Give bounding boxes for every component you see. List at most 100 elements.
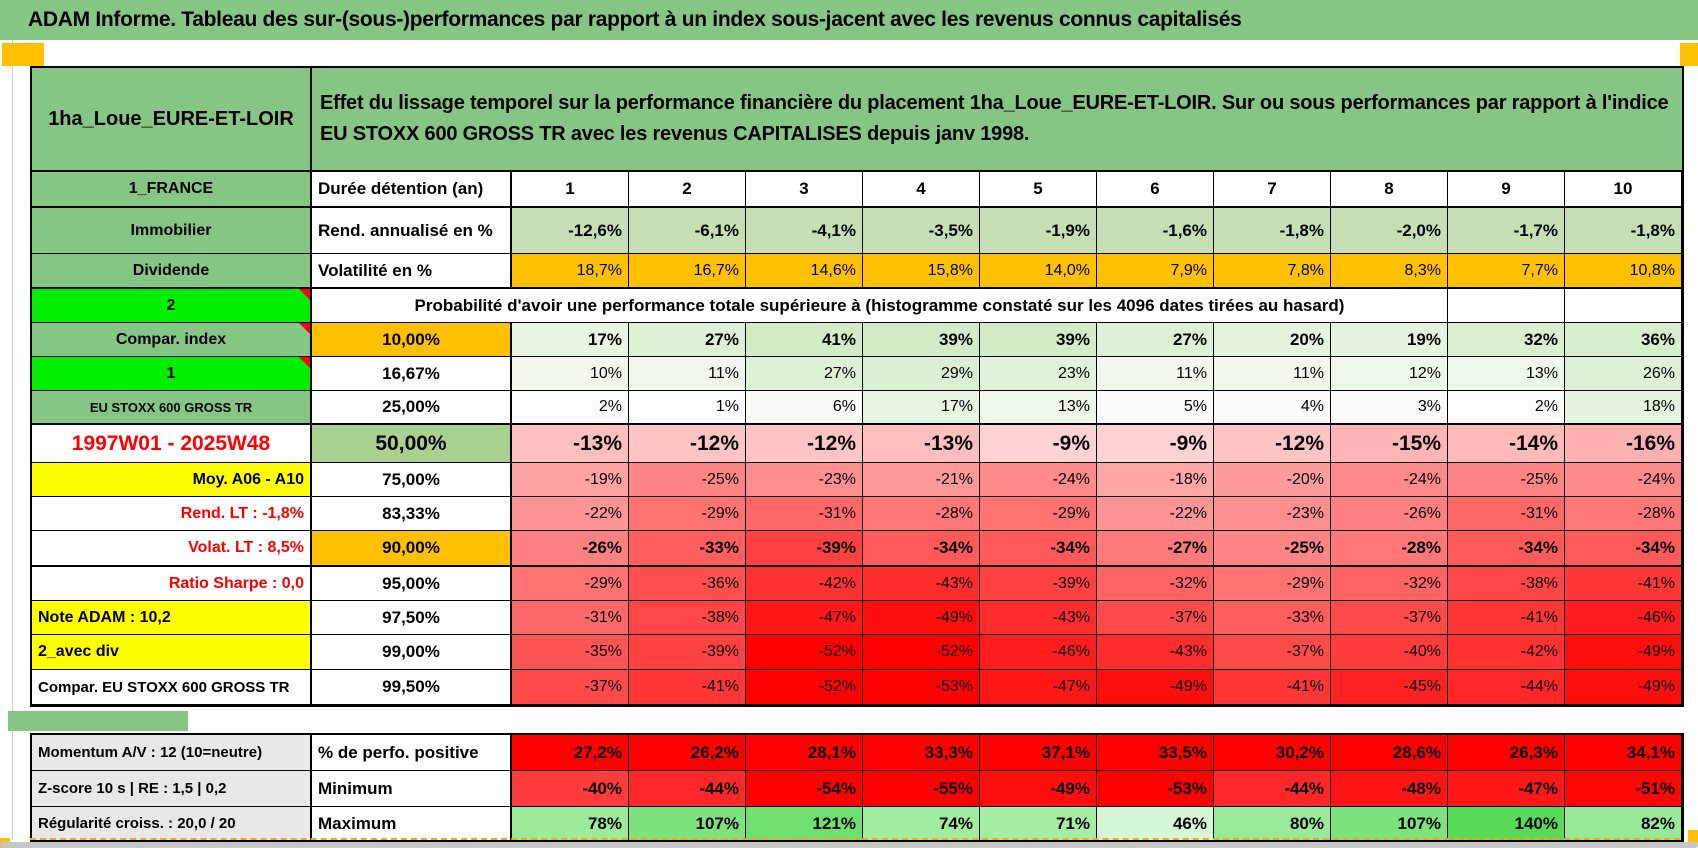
value-cell[interactable]: -15% [1331,425,1448,463]
value-cell[interactable]: 80% [1214,807,1331,841]
value-cell[interactable]: -41% [1448,601,1565,635]
value-cell[interactable]: -38% [629,601,746,635]
value-cell[interactable]: 13% [980,391,1097,425]
row-label-cell[interactable]: 2 [32,289,312,323]
value-cell[interactable]: 26,2% [629,735,746,771]
value-cell[interactable]: 1 [512,172,629,208]
value-cell[interactable]: -9% [980,425,1097,463]
row-label-cell[interactable]: 2_avec div [32,635,312,670]
value-cell[interactable]: 107% [629,807,746,841]
value-cell[interactable]: 2% [1448,391,1565,425]
value-cell[interactable]: -36% [629,567,746,601]
row-label-cell[interactable]: EU STOXX 600 GROSS TR [32,391,312,425]
value-cell[interactable]: -53% [863,670,980,705]
row-label-cell[interactable]: 1997W01 - 2025W48 [32,425,312,463]
value-cell[interactable]: 13% [1448,357,1565,391]
value-cell[interactable]: 34,1% [1565,735,1682,771]
row-label-cell[interactable]: Immobilier [32,208,312,254]
placement-name-cell[interactable]: 1ha_Loue_EURE-ET-LOIR [32,68,312,172]
value-cell[interactable]: -1,9% [980,208,1097,254]
value-cell[interactable]: -39% [629,635,746,670]
row-label-cell[interactable]: 1 [32,357,312,391]
value-cell[interactable]: 71% [980,807,1097,841]
value-cell[interactable]: 20% [1214,323,1331,357]
value-cell[interactable]: -35% [512,635,629,670]
value-cell[interactable]: 82% [1565,807,1682,841]
value-cell[interactable]: 15,8% [863,254,980,289]
value-cell[interactable]: -26% [1331,497,1448,531]
value-cell[interactable]: 2% [512,391,629,425]
placement-description-cell[interactable]: Effet du lissage temporel sur la perform… [312,68,1682,172]
value-cell[interactable]: 9 [1448,172,1565,208]
value-cell[interactable]: -34% [863,531,980,567]
sheet-title-cell[interactable]: ADAM Informe. Tableau des sur-(sous-)per… [0,0,1698,40]
value-cell[interactable]: -42% [1448,635,1565,670]
row-label-cell[interactable]: Régularité croiss. : 20,0 / 20 [32,807,312,841]
probability-banner-cell[interactable]: Probabilité d'avoir une performance tota… [312,289,1448,323]
row-label-cell[interactable]: Ratio Sharpe : 0,0 [32,567,312,601]
value-cell[interactable]: 78% [512,807,629,841]
row-header-cell[interactable]: Rend. annualisé en % [312,208,512,254]
value-cell[interactable]: -34% [1565,531,1682,567]
value-cell[interactable]: 4 [863,172,980,208]
row-label-cell[interactable]: 1_FRANCE [32,172,312,208]
value-cell[interactable]: -52% [746,635,863,670]
row-label-cell[interactable]: Note ADAM : 10,2 [32,601,312,635]
value-cell[interactable]: -1,6% [1097,208,1214,254]
value-cell[interactable]: -25% [1448,463,1565,497]
value-cell[interactable]: 28,1% [746,735,863,771]
value-cell[interactable]: -42% [746,567,863,601]
value-cell[interactable]: 39% [980,323,1097,357]
value-cell[interactable]: 16,7% [629,254,746,289]
row-header-cell[interactable]: 95,00% [312,567,512,601]
row-header-cell[interactable]: 50,00% [312,425,512,463]
value-cell[interactable]: -34% [1448,531,1565,567]
value-cell[interactable]: -28% [863,497,980,531]
value-cell[interactable]: -29% [980,497,1097,531]
value-cell[interactable]: 32% [1448,323,1565,357]
value-cell[interactable]: 6 [1097,172,1214,208]
value-cell[interactable]: 27,2% [512,735,629,771]
value-cell[interactable]: -28% [1565,497,1682,531]
value-cell[interactable]: -18% [1097,463,1214,497]
value-cell[interactable]: 17% [512,323,629,357]
value-cell[interactable]: -13% [512,425,629,463]
value-cell[interactable]: -1,8% [1214,208,1331,254]
value-cell[interactable]: -4,1% [746,208,863,254]
value-cell[interactable]: -12% [629,425,746,463]
value-cell[interactable]: 29% [863,357,980,391]
value-cell[interactable]: 7 [1214,172,1331,208]
value-cell[interactable]: -31% [1448,497,1565,531]
empty-cell[interactable] [1448,289,1565,323]
value-cell[interactable]: 33,3% [863,735,980,771]
row-label-cell[interactable]: Momentum A/V : 12 (10=neutre) [32,735,312,771]
value-cell[interactable]: -49% [863,601,980,635]
value-cell[interactable]: -6,1% [629,208,746,254]
value-cell[interactable]: 3 [746,172,863,208]
value-cell[interactable]: -16% [1565,425,1682,463]
empty-cell[interactable] [1565,289,1682,323]
value-cell[interactable]: -41% [1565,567,1682,601]
value-cell[interactable]: 107% [1331,807,1448,841]
row-header-cell[interactable]: 97,50% [312,601,512,635]
value-cell[interactable]: -22% [1097,497,1214,531]
value-cell[interactable]: -49% [1565,670,1682,705]
value-cell[interactable]: 30,2% [1214,735,1331,771]
value-cell[interactable]: -29% [1214,567,1331,601]
value-cell[interactable]: 39% [863,323,980,357]
value-cell[interactable]: 1% [629,391,746,425]
value-cell[interactable]: 36% [1565,323,1682,357]
value-cell[interactable]: 14,0% [980,254,1097,289]
value-cell[interactable]: -9% [1097,425,1214,463]
value-cell[interactable]: -40% [1331,635,1448,670]
value-cell[interactable]: 121% [746,807,863,841]
value-cell[interactable]: -13% [863,425,980,463]
value-cell[interactable]: -39% [980,567,1097,601]
value-cell[interactable]: 41% [746,323,863,357]
value-cell[interactable]: -1,8% [1565,208,1682,254]
value-cell[interactable]: 14,6% [746,254,863,289]
row-header-cell[interactable]: 10,00% [312,323,512,357]
row-header-cell[interactable]: 16,67% [312,357,512,391]
value-cell[interactable]: 27% [629,323,746,357]
value-cell[interactable]: 19% [1331,323,1448,357]
